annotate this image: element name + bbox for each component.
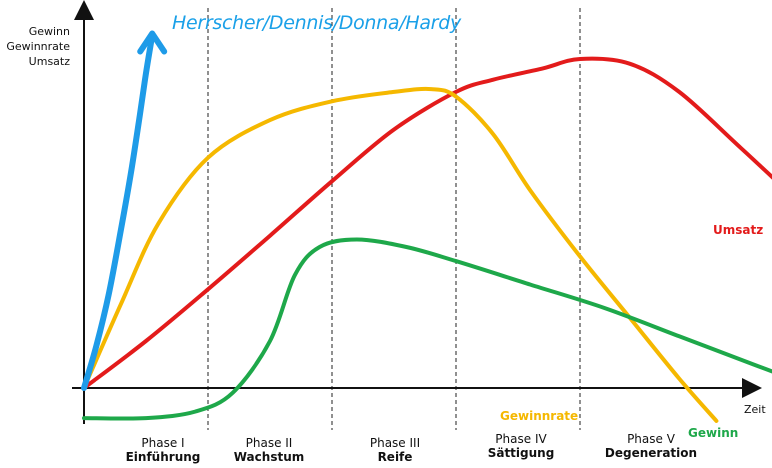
series-label-umsatz: Umsatz	[713, 223, 764, 237]
highlight-arrow-line	[81, 32, 156, 391]
phase-number: Phase I	[141, 436, 185, 450]
x-axis-label: Zeit	[744, 403, 766, 416]
series-group	[81, 30, 772, 423]
series-label-gewinnrate: Gewinnrate	[500, 409, 579, 423]
phase-number: Phase III	[369, 436, 421, 450]
phase-divider-lines	[207, 8, 581, 430]
phase-number: Phase IV	[495, 432, 547, 446]
phase-number: Phase II	[245, 436, 293, 450]
axes	[72, 0, 762, 424]
phase-name: Wachstum	[233, 450, 305, 464]
phase-label-1: Phase I Einführung	[108, 436, 218, 464]
phase-number: Phase V	[627, 432, 675, 446]
phase-name: Einführung	[125, 450, 201, 464]
phase-label-2: Phase II Wachstum	[214, 436, 324, 464]
phase-name: Reife	[377, 450, 413, 464]
gewinn-line	[82, 237, 772, 421]
chart-title: Herrscher/Dennis/Donna/Hardy	[172, 12, 461, 34]
gewinnrate-line	[82, 86, 719, 423]
y-axis-label-line: Umsatz	[28, 55, 70, 68]
phase-name: Degeneration	[604, 446, 698, 460]
phase-name: Sättigung	[487, 446, 555, 460]
y-axis-label-line: Gewinn	[28, 25, 70, 38]
phase-label-3: Phase III Reife	[340, 436, 450, 464]
series-label-gewinn: Gewinn	[688, 426, 739, 440]
y-axis-label-line: Gewinnrate	[6, 40, 70, 53]
phase-label-4: Phase IV Sättigung	[466, 432, 576, 460]
highlight-arrow-head	[137, 30, 168, 55]
phase-label-5: Phase V Degeneration	[596, 432, 706, 460]
umsatz-line	[82, 56, 772, 390]
y-axis-label: Gewinn Gewinnrate Umsatz	[0, 24, 70, 69]
